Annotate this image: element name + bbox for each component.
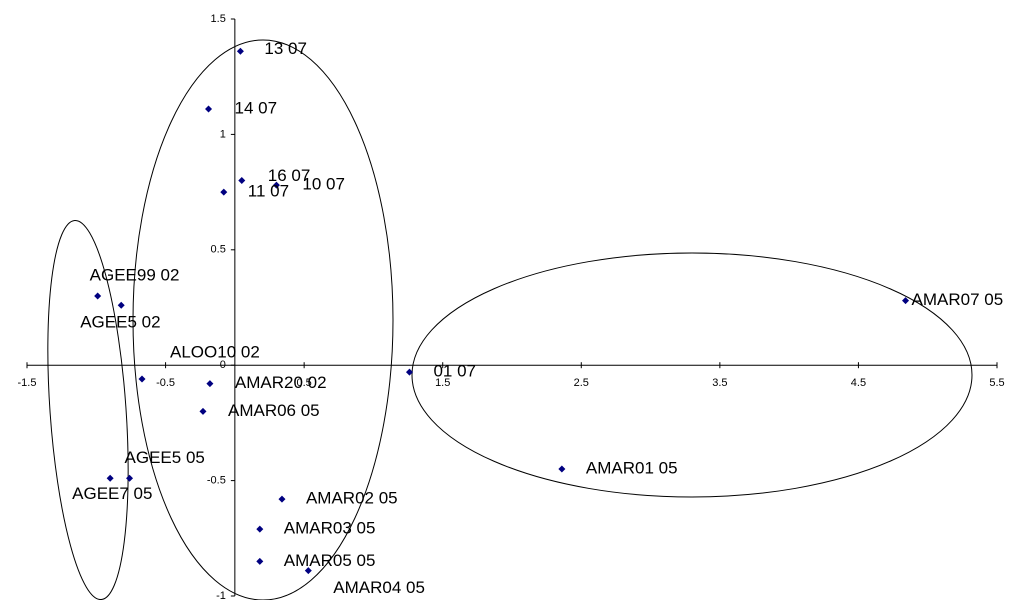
point-label: AMAR01 05 [586, 459, 678, 478]
point-label: ALOO10 02 [170, 343, 260, 362]
point-label: AMAR05 05 [284, 551, 376, 570]
point [558, 465, 566, 473]
x-tick-label: 1.5 [435, 377, 450, 389]
point [405, 368, 413, 376]
point-label: AMAR03 05 [284, 519, 376, 538]
x-tick-label: 3.5 [712, 377, 727, 389]
x-tick-label: -0.5 [156, 377, 175, 389]
point [117, 301, 125, 309]
point [106, 474, 114, 482]
cluster-ellipses [47, 39, 973, 600]
x-tick-label: 4.5 [851, 377, 866, 389]
point-label: AMAR06 05 [228, 401, 320, 420]
y-tick-label: -1 [216, 590, 226, 600]
x-tick-label: 2.5 [574, 377, 589, 389]
point-label: 01 07 [433, 362, 476, 381]
point-label: AGEE5 05 [125, 448, 205, 467]
point-label: AGEE99 02 [90, 265, 180, 284]
point-label: AMAR02 05 [306, 489, 398, 508]
point-label: 14 07 [235, 98, 278, 117]
point [138, 375, 146, 383]
cluster-ellipse [411, 252, 973, 498]
y-tick-label: 0 [220, 359, 226, 371]
x-tick-label: 5.5 [989, 377, 1004, 389]
point-label: AMAR20 02 [235, 373, 327, 392]
y-tick-label: 1.5 [211, 13, 226, 25]
point [205, 105, 213, 113]
point-label: AGEE5 02 [80, 313, 160, 332]
x-tick-label: -1.5 [18, 377, 37, 389]
point-label: 10 07 [302, 175, 345, 194]
point [256, 525, 264, 533]
point [278, 495, 286, 503]
y-tick-label: -0.5 [207, 475, 226, 487]
point-label: AGEE7 05 [72, 484, 152, 503]
point [199, 407, 207, 415]
point [304, 567, 312, 575]
point-label: 13 07 [264, 39, 307, 58]
point [220, 188, 228, 196]
point [126, 474, 134, 482]
point-label: AMAR07 05 [912, 290, 1004, 309]
y-tick-label: 1 [220, 128, 226, 140]
cluster-ellipse [132, 39, 394, 600]
point [272, 181, 280, 189]
point-label: 11 07 [248, 182, 289, 201]
x-tick-label: 0.5 [296, 377, 311, 389]
point [236, 47, 244, 55]
point-label: AMAR04 05 [333, 578, 425, 597]
point [94, 292, 102, 300]
y-tick-label: 0.5 [211, 244, 226, 256]
point-label: 16 07 [268, 166, 311, 185]
point [206, 380, 214, 388]
point [256, 557, 264, 565]
point [238, 177, 246, 185]
point [902, 297, 910, 305]
